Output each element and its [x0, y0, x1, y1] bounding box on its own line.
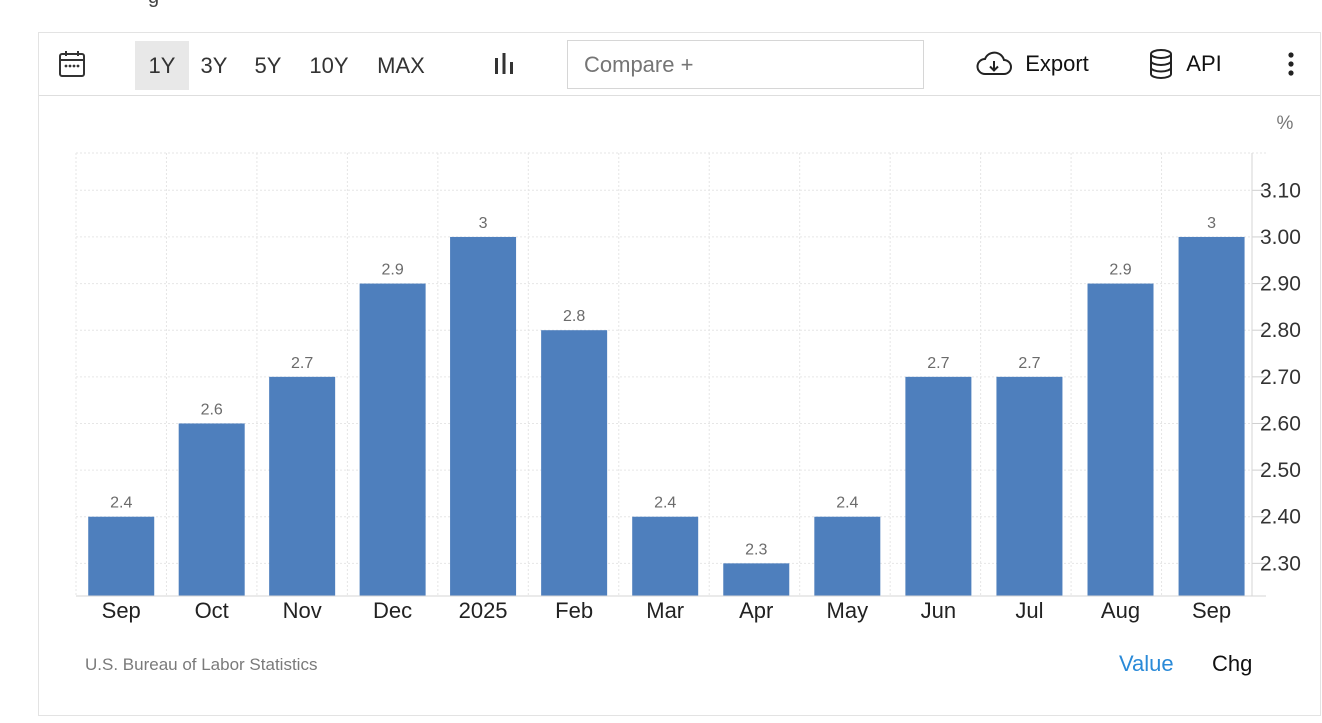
range-1y-button[interactable]: 1Y [135, 41, 189, 90]
bar [269, 376, 336, 596]
range-3y-button[interactable]: 3Y [200, 52, 228, 78]
x-tick-label: 2025 [459, 598, 508, 623]
y-tick-label: 2.60 [1260, 412, 1301, 435]
data-label: 2.6 [201, 401, 223, 418]
y-unit-label: % [1277, 113, 1294, 134]
bar [178, 423, 245, 596]
bar-chart-icon [495, 53, 513, 74]
more-vertical-icon [1288, 52, 1294, 76]
x-tick-label: Jul [1015, 598, 1043, 623]
x-tick-label: Jun [921, 598, 956, 623]
bar [814, 516, 881, 596]
api-label: API [1186, 51, 1222, 76]
bar [632, 516, 699, 596]
bar [1087, 283, 1154, 596]
api-button[interactable]: API [1139, 33, 1231, 95]
x-tick-label: Apr [739, 598, 773, 623]
bar [1178, 236, 1245, 597]
x-tick-label: Oct [195, 598, 229, 623]
x-tick-label: May [827, 598, 869, 623]
y-tick-label: 2.80 [1260, 319, 1301, 342]
data-label: 2.3 [745, 541, 767, 558]
tab-chg[interactable]: Chg [1212, 651, 1253, 676]
data-label: 3 [479, 215, 488, 232]
y-tick-label: 3.00 [1260, 226, 1301, 249]
range-5y-button[interactable]: 5Y [254, 52, 282, 78]
bar [723, 563, 790, 596]
x-tick-label: Aug [1101, 598, 1140, 623]
bar [996, 376, 1063, 596]
chart-type-button[interactable] [479, 33, 529, 95]
bar-chart: 2.30 2.40 2.50 2.60 2.70 2.80 2.90 3.00 3.10% 2.4… [75, 113, 1301, 623]
data-label: 2.7 [927, 355, 949, 372]
chart-area: 2.30 2.40 2.50 2.60 2.70 2.80 2.90 3.00 3.10% 2.4… [39, 96, 1320, 656]
tab-value[interactable]: Value [1119, 651, 1174, 676]
data-label: 2.4 [836, 495, 858, 512]
source-label: U.S. Bureau of Labor Statistics [85, 655, 318, 674]
more-options-button[interactable] [1271, 33, 1311, 95]
chart-toolbar: 1Y 3Y 5Y 10Y MAX Export [39, 33, 1320, 96]
bar [88, 516, 155, 596]
bar [541, 330, 608, 596]
x-tick-label: Sep [1192, 598, 1231, 623]
bar [450, 236, 517, 597]
database-icon [1150, 49, 1173, 79]
data-label: 2.9 [1109, 262, 1131, 279]
data-label: 3 [1207, 215, 1216, 232]
bar [359, 283, 426, 596]
x-tick-label: Nov [283, 598, 322, 623]
data-label: 2.8 [563, 308, 585, 325]
x-tick-label: Mar [646, 598, 684, 623]
y-tick-label: 3.10 [1260, 179, 1301, 202]
data-label: 2.4 [654, 495, 676, 512]
y-tick-label: 2.90 [1260, 273, 1301, 296]
calendar-icon [59, 51, 85, 77]
x-tick-label: Sep [102, 598, 141, 623]
x-tick-label: Dec [373, 598, 412, 623]
range-10y-button[interactable]: 10Y [309, 52, 349, 78]
data-label: 2.4 [110, 495, 132, 512]
data-label: 2.7 [1018, 355, 1040, 372]
export-button[interactable]: Export [967, 33, 1097, 95]
calendar-button[interactable] [47, 33, 97, 95]
cloud-download-icon [976, 51, 1013, 75]
header-fragment: g [148, 0, 188, 8]
compare-input[interactable] [567, 40, 924, 89]
chart-panel: 1Y 3Y 5Y 10Y MAX Export [38, 32, 1321, 716]
y-tick-label: 2.50 [1260, 459, 1301, 482]
export-label: Export [1025, 51, 1089, 76]
bar [905, 376, 972, 596]
y-tick-label: 2.70 [1260, 366, 1301, 389]
y-tick-label: 2.40 [1260, 506, 1301, 529]
range-max-button[interactable]: MAX [377, 52, 425, 78]
data-label: 2.9 [381, 262, 403, 279]
x-tick-label: Feb [555, 598, 593, 623]
data-label: 2.7 [291, 355, 313, 372]
y-tick-label: 2.30 [1260, 552, 1301, 575]
